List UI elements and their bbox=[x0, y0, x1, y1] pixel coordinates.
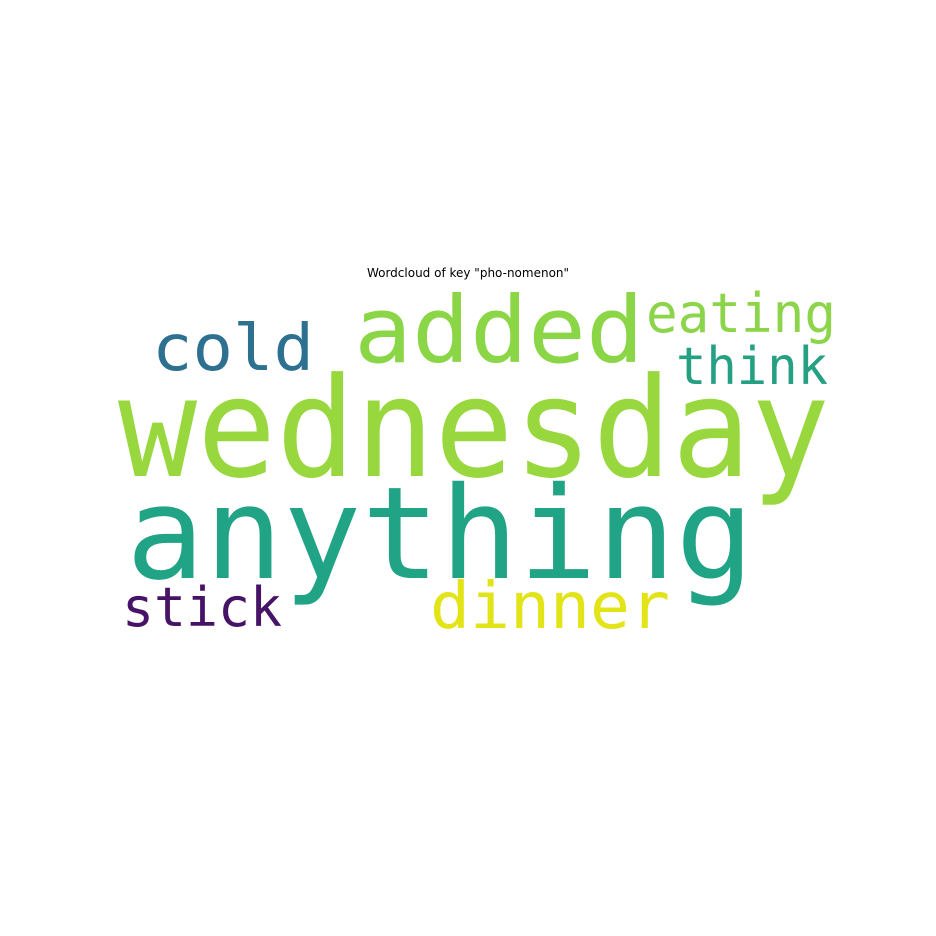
word-added: added bbox=[354, 277, 644, 384]
word-anything: anything bbox=[126, 460, 754, 609]
word-cold: cold bbox=[152, 312, 314, 386]
word-dinner: dinner bbox=[430, 570, 670, 644]
word-stick: stick bbox=[122, 576, 282, 639]
word-wednesday: wednesday bbox=[118, 348, 830, 509]
word-eating: eating bbox=[646, 282, 836, 345]
figure-title: Wordcloud of key "pho-nomenon" bbox=[366, 266, 570, 280]
word-think: think bbox=[676, 337, 828, 397]
